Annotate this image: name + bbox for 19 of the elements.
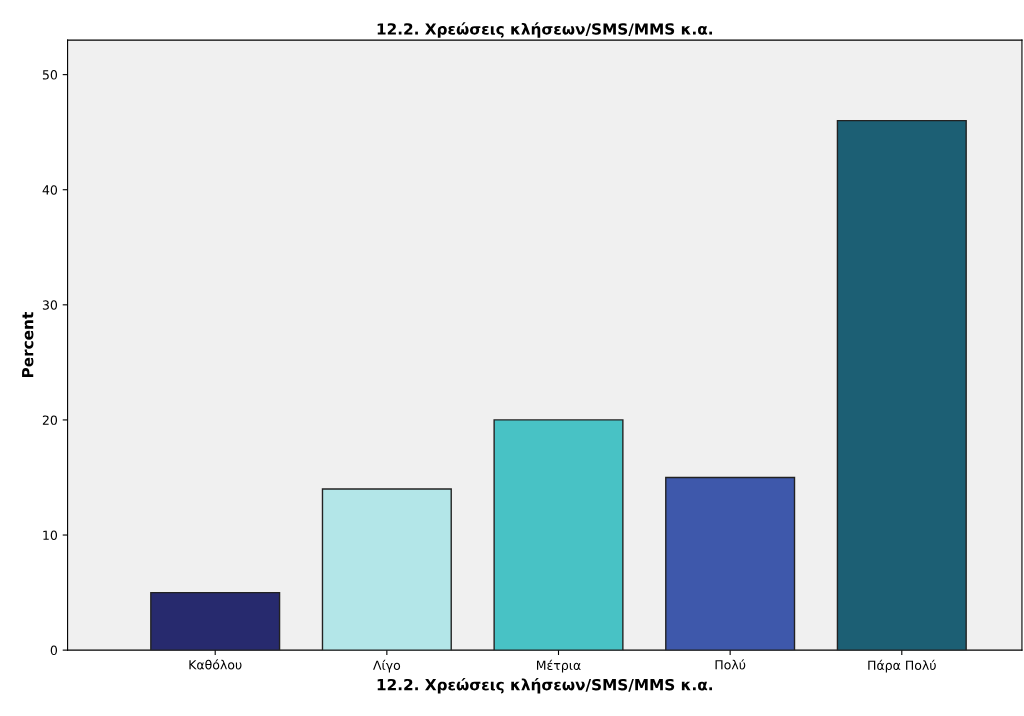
y-tick-label: 40 (42, 185, 58, 195)
x-tick-label: Μέτρια (536, 659, 581, 673)
x-axis-title: 12.2. Χρεώσεις κλήσεων/SMS/MMS κ.α. (377, 678, 712, 694)
x-tick-label: Πάρα Πολύ (868, 659, 936, 673)
y-tick-label: 30 (42, 300, 58, 310)
bar (836, 119, 967, 651)
y-tick-label: 10 (43, 530, 58, 540)
chart-title: 12.2. Χρεώσεις κλήσεων/SMS/MMS κ.α. (377, 22, 712, 38)
y-tick-label: 20 (42, 415, 58, 425)
y-tick-label: 0 (50, 645, 58, 656)
bar (150, 591, 281, 651)
bar (493, 419, 624, 651)
x-tick-label: Καθόλου (189, 659, 242, 670)
x-tick-label: Λίγο (373, 659, 401, 673)
y-axis-title: Percent (22, 312, 34, 378)
bar (321, 488, 452, 651)
bar (665, 476, 796, 651)
y-tick-label: 50 (42, 70, 58, 80)
x-tick-label: Πολύ (715, 659, 746, 670)
